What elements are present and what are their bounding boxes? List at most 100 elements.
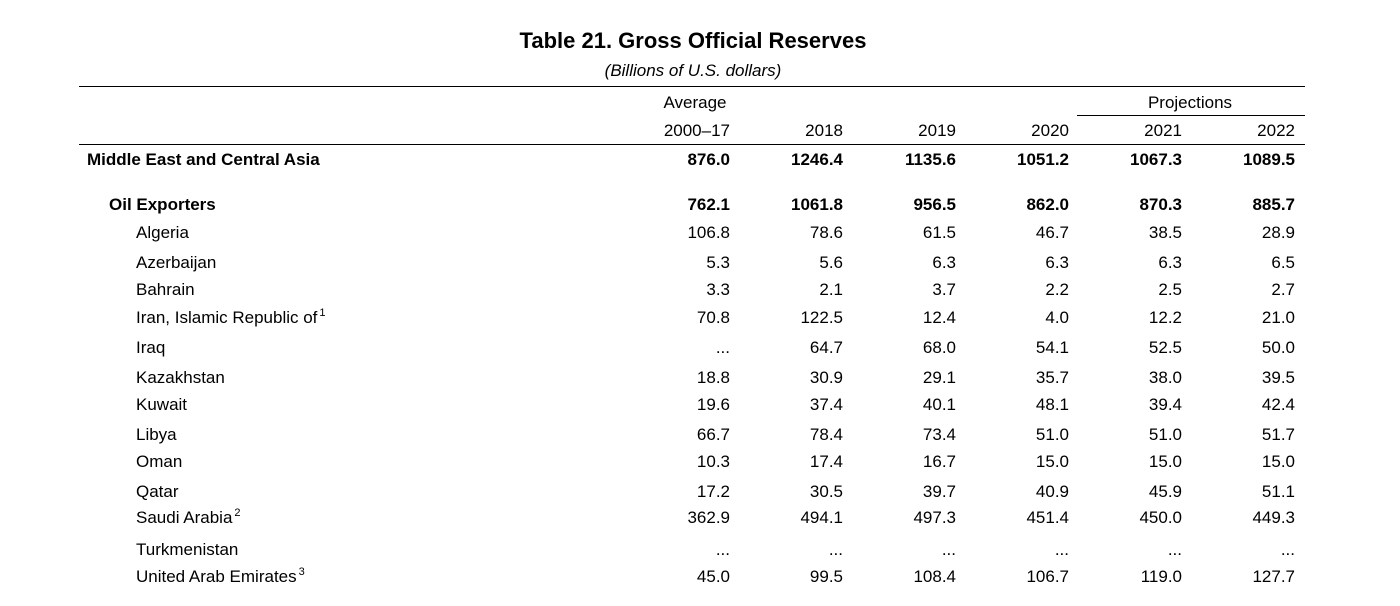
table-cell: 3.7 — [932, 280, 956, 299]
table-cell: 40.9 — [1035, 482, 1069, 501]
table-cell: 39.4 — [1148, 395, 1182, 414]
table-cell: ... — [1054, 540, 1069, 559]
table-cell: 51.0 — [1148, 425, 1182, 444]
table-cell: 4.0 — [1045, 308, 1069, 327]
header-bottom-rule — [79, 144, 1305, 145]
row-label: Iran, Islamic Republic of 1 — [136, 308, 326, 328]
projections-rule — [1077, 115, 1305, 116]
table-cell: 21.0 — [1261, 308, 1295, 327]
row-label-text: Kuwait — [136, 395, 188, 414]
table-row: Bahrain 3.3 2.1 3.7 2.2 2.5 2.7 — [0, 280, 1400, 304]
table-cell: 762.1 — [687, 195, 730, 214]
table-cell: 70.8 — [696, 308, 730, 327]
table-cell: 18.8 — [696, 368, 730, 387]
table-cell: 2.7 — [1271, 280, 1295, 299]
table-cell: 73.4 — [922, 425, 956, 444]
table-cell: 19.6 — [696, 395, 730, 414]
table-row: Kazakhstan 18.8 30.9 29.1 35.7 38.0 39.5 — [0, 368, 1400, 392]
table-cell: 51.1 — [1261, 482, 1295, 501]
table-row: Turkmenistan.................. — [0, 540, 1400, 564]
table-cell: ... — [828, 540, 843, 559]
table-cell: 1067.3 — [1130, 150, 1182, 169]
row-label: Iraq — [136, 338, 165, 358]
row-label: Libya — [136, 425, 177, 445]
row-label-text: Bahrain — [136, 280, 195, 299]
row-label: Oil Exporters — [109, 195, 216, 215]
column-header-4: 2021 — [1144, 121, 1182, 140]
table-cell: 2.1 — [819, 280, 843, 299]
table-row: Qatar 17.2 30.5 39.7 40.9 45.9 51.1 — [0, 482, 1400, 506]
table-cell: 45.0 — [696, 567, 730, 586]
table-row: Azerbaijan 5.3 5.6 6.3 6.3 6.3 6.5 — [0, 253, 1400, 277]
table-row: United Arab Emirates 3 45.0 99.5 108.4 106.7 1… — [0, 567, 1400, 591]
table-cell: 870.3 — [1139, 195, 1182, 214]
table-cell: 28.9 — [1261, 223, 1295, 242]
table-subtitle: (Billions of U.S. dollars) — [604, 61, 782, 80]
row-label-text: Iraq — [136, 338, 166, 357]
table-cell: 5.6 — [819, 253, 843, 272]
table-cell: 876.0 — [687, 150, 730, 169]
table-row: Middle East and Central Asia 876.0 1246.4 1… — [0, 150, 1400, 174]
table-cell: 15.0 — [1148, 452, 1182, 471]
column-header-1: 2018 — [805, 121, 843, 140]
header-average-label: Average — [663, 93, 727, 112]
table-cell: 40.1 — [922, 395, 956, 414]
table-cell: 39.7 — [922, 482, 956, 501]
table-row: Algeria 106.8 78.6 61.5 46.7 38.5 28.9 — [0, 223, 1400, 247]
table-cell: 106.7 — [1026, 567, 1069, 586]
table-cell: 1061.8 — [791, 195, 843, 214]
column-header-2: 2019 — [918, 121, 956, 140]
table-cell: 5.3 — [706, 253, 730, 272]
table-row: Saudi Arabia 2 362.9 494.1 497.3 451.4 450.0 44… — [0, 508, 1400, 532]
table-cell: ... — [941, 540, 956, 559]
column-header-3: 2020 — [1031, 121, 1069, 140]
row-label-text: Iran, Islamic Republic of — [136, 308, 318, 327]
row-label-text: United Arab Emirates — [136, 567, 297, 586]
row-label-text: Azerbaijan — [136, 253, 217, 272]
table-cell: 2.2 — [1045, 280, 1069, 299]
table-row: Libya 66.7 78.4 73.4 51.0 51.0 51.7 — [0, 425, 1400, 449]
table-row: Iraq... 64.7 68.0 54.1 52.5 50.0 — [0, 338, 1400, 362]
footnote-marker: 3 — [298, 566, 305, 579]
table-row: Kuwait 19.6 37.4 40.1 48.1 39.4 42.4 — [0, 395, 1400, 419]
table-cell: 6.3 — [1045, 253, 1069, 272]
column-header-5: 2022 — [1257, 121, 1295, 140]
table-cell: 494.1 — [800, 508, 843, 527]
table-cell: ... — [1280, 540, 1295, 559]
table-cell: 1135.6 — [904, 150, 956, 169]
table-cell: 6.5 — [1271, 253, 1295, 272]
table-cell: 99.5 — [809, 567, 843, 586]
table-cell: 16.7 — [922, 452, 956, 471]
table-cell: 450.0 — [1139, 508, 1182, 527]
table-cell: 78.4 — [809, 425, 843, 444]
row-label: Middle East and Central Asia — [87, 150, 320, 170]
table-cell: 30.5 — [809, 482, 843, 501]
row-label: Azerbaijan — [136, 253, 216, 273]
table-cell: 885.7 — [1252, 195, 1295, 214]
table-cell: 108.4 — [913, 567, 956, 586]
table-cell: 127.7 — [1252, 567, 1295, 586]
table-cell: 1051.2 — [1017, 150, 1069, 169]
table-row: Oman 10.3 17.4 16.7 15.0 15.0 15.0 — [0, 452, 1400, 476]
table-cell: 45.9 — [1148, 482, 1182, 501]
row-label: Kazakhstan — [136, 368, 225, 388]
table-cell: 78.6 — [809, 223, 843, 242]
row-label-text: Kazakhstan — [136, 368, 225, 387]
table-cell: 30.9 — [809, 368, 843, 387]
table-cell: 122.5 — [800, 308, 843, 327]
table-cell: 1089.5 — [1243, 150, 1295, 169]
row-label-text: Qatar — [136, 482, 179, 501]
table-cell: 61.5 — [922, 223, 956, 242]
table-cell: 29.1 — [922, 368, 956, 387]
table-cell: 362.9 — [687, 508, 730, 527]
row-label: Algeria — [136, 223, 189, 243]
table-cell: 451.4 — [1026, 508, 1069, 527]
table-title: Table 21. Gross Official Reserves — [519, 28, 867, 53]
table-cell: 862.0 — [1026, 195, 1069, 214]
table-cell: 106.8 — [687, 223, 730, 242]
table-cell: 68.0 — [922, 338, 956, 357]
table-cell: 35.7 — [1035, 368, 1069, 387]
row-label-text: Oman — [136, 452, 183, 471]
row-label-text: Saudi Arabia — [136, 508, 233, 527]
table-row: Iran, Islamic Republic of 1 70.8 122.5 12.4 4… — [0, 308, 1400, 332]
